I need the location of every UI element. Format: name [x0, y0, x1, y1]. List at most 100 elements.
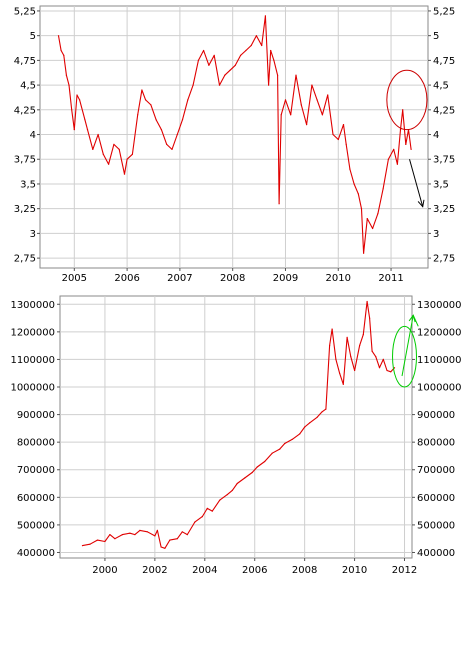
y-tick-label: 1300000	[10, 300, 55, 311]
x-tick-label: 2004	[192, 565, 217, 576]
data-point	[268, 84, 270, 86]
data-point	[114, 538, 116, 540]
data-point	[264, 15, 266, 17]
data-point	[279, 448, 281, 450]
y-tick-label: 3,25	[14, 204, 36, 215]
data-point	[251, 471, 253, 474]
data-point	[76, 94, 78, 96]
volume-chart-grid	[60, 296, 412, 558]
data-point	[169, 539, 171, 541]
data-point	[156, 529, 158, 532]
data-point	[208, 64, 210, 66]
data-point	[393, 367, 396, 369]
data-point	[290, 114, 292, 116]
y-tick-label: 1000000	[10, 383, 55, 394]
y-tick-label: 900000	[417, 410, 455, 421]
y-tick-label: 5	[433, 31, 439, 42]
annotation-ellipse	[386, 69, 428, 131]
data-point	[396, 163, 398, 165]
data-point	[342, 383, 344, 385]
data-point	[311, 84, 313, 86]
y-tick-label: 3,25	[433, 204, 455, 215]
data-point	[375, 356, 377, 358]
y-tick-label: 1300000	[417, 300, 462, 311]
y-tick-label: 3,5	[433, 179, 449, 190]
data-point	[327, 94, 329, 96]
y-tick-label: 1000000	[417, 383, 462, 394]
data-point	[89, 543, 91, 545]
data-point	[171, 148, 173, 150]
data-point	[226, 494, 228, 496]
data-point	[113, 143, 115, 145]
data-point	[176, 133, 178, 136]
data-point	[181, 531, 183, 533]
data-point	[350, 356, 352, 358]
data-point	[71, 109, 73, 111]
y-tick-label: 1100000	[417, 355, 462, 366]
data-point	[410, 148, 412, 150]
yield-series	[57, 15, 412, 254]
x-tick-label: 2005	[62, 273, 87, 284]
yield-chart-frame	[39, 5, 429, 269]
data-point	[345, 143, 347, 145]
data-point	[363, 252, 365, 254]
data-point	[192, 84, 194, 86]
x-tick-label: 2011	[378, 273, 403, 284]
data-point	[329, 345, 331, 347]
x-tick-label: 2009	[273, 273, 298, 284]
yield-chart: 5,25 5 4,75 4,5 4,25 4 3,75 3,5 3,25 3 2,75 5,25 5 4…	[14, 5, 455, 284]
data-point	[60, 49, 62, 52]
y-tick-label: 500000	[17, 520, 55, 531]
data-point	[357, 193, 359, 195]
volume-chart-frame	[59, 295, 413, 559]
data-point	[96, 539, 98, 541]
data-point	[366, 218, 368, 220]
data-point	[176, 538, 178, 540]
y-tick-label: 5,25	[14, 6, 36, 17]
data-point	[278, 203, 280, 205]
data-point	[109, 534, 111, 536]
data-point	[402, 109, 404, 111]
annotation-arrowhead	[408, 314, 416, 323]
annotation-arrow	[401, 315, 414, 377]
data-point	[134, 534, 136, 536]
data-point	[181, 119, 184, 121]
y-tick-label: 4	[30, 130, 36, 141]
data-point	[362, 334, 364, 336]
y-tick-label: 4,75	[14, 56, 36, 67]
x-tick-label: 2002	[142, 565, 167, 576]
data-point	[321, 411, 323, 413]
annotation-line	[412, 315, 419, 327]
data-point	[108, 163, 110, 165]
y-tick-label: 1200000	[10, 327, 55, 338]
y-tick-label: 5,25	[433, 6, 455, 17]
data-point	[164, 547, 166, 549]
volume-y-ticks-right: 1300000 1200000 1100000 1000000 900000 800000…	[412, 300, 462, 559]
x-tick-label: 2010	[342, 565, 367, 576]
data-point	[393, 148, 395, 150]
data-point	[369, 317, 371, 319]
data-point	[160, 546, 162, 548]
y-tick-label: 2,75	[433, 254, 455, 265]
data-point	[300, 104, 302, 106]
data-point	[284, 442, 286, 445]
y-tick-label: 400000	[417, 548, 455, 559]
data-point	[378, 367, 381, 369]
data-point	[154, 535, 156, 537]
data-point	[382, 358, 384, 360]
data-point	[197, 59, 199, 62]
data-point	[304, 426, 306, 428]
data-point	[123, 173, 126, 175]
data-point	[155, 119, 157, 121]
y-tick-label: 500000	[417, 520, 455, 531]
data-point	[213, 54, 215, 57]
x-tick-label: 2007	[167, 273, 192, 284]
y-tick-label: 4,5	[20, 81, 36, 92]
series-line	[57, 15, 412, 254]
annotation-arrow	[409, 159, 424, 207]
x-tick-label: 2006	[114, 273, 139, 284]
data-point	[256, 466, 258, 468]
data-point	[291, 438, 293, 440]
data-point	[342, 124, 345, 126]
